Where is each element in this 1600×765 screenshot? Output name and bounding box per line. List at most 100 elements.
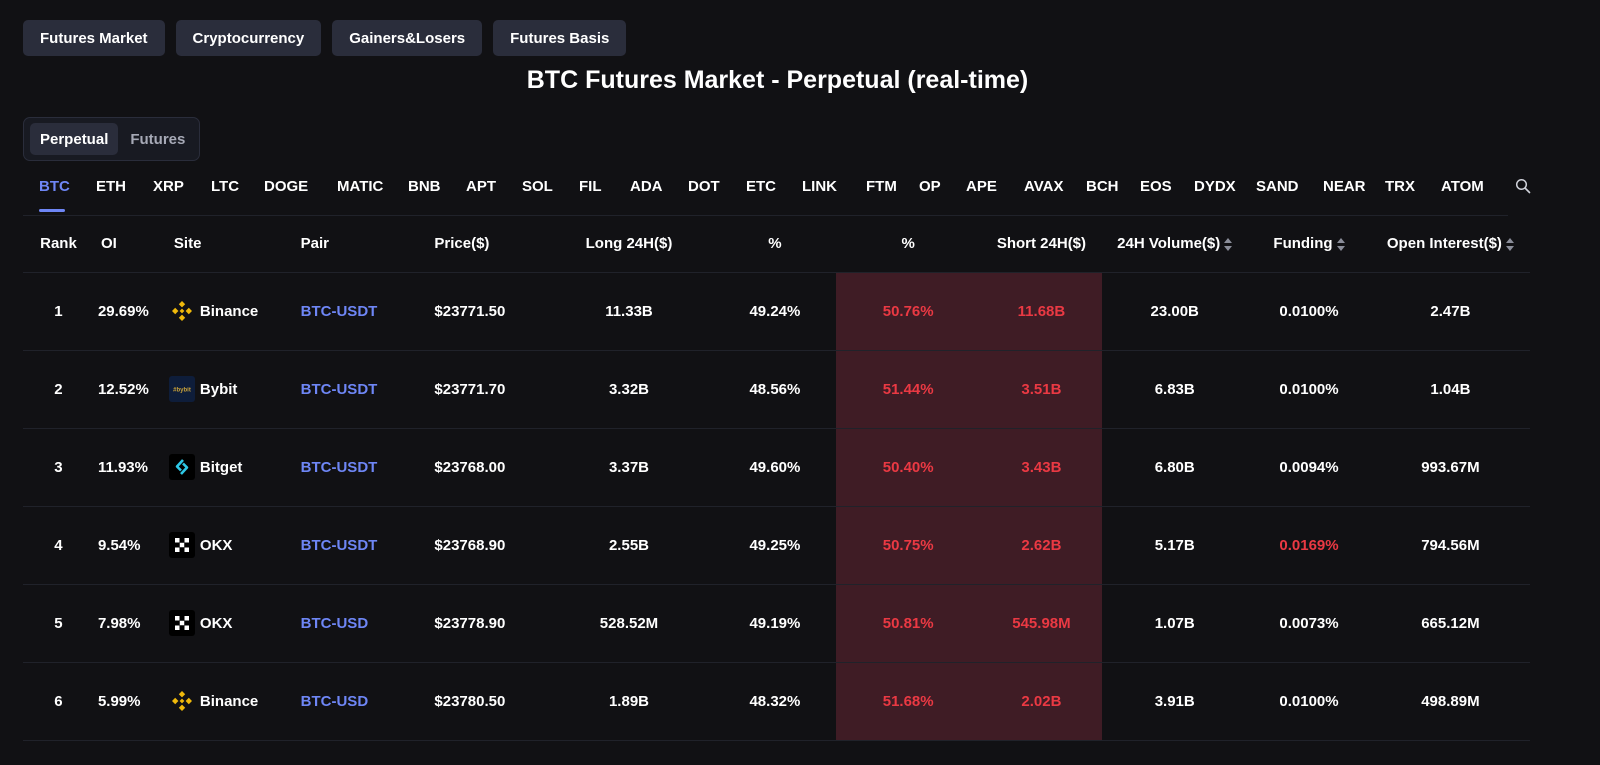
binance-logo-icon [169, 688, 195, 714]
open-interest-cell: 665.12M [1370, 584, 1530, 663]
table-row[interactable]: 6 5.99% Binance BTC-USD $23780.50 1.89B … [23, 662, 1530, 741]
coin-tab-fil[interactable]: FIL [579, 178, 602, 195]
site-cell[interactable]: OKX [168, 506, 301, 585]
coin-tab-btc[interactable]: BTC [23, 170, 96, 215]
coin-tab-trx[interactable]: TRX [1385, 178, 1415, 195]
coin-tab-dydx[interactable]: DYDX [1194, 178, 1236, 195]
coin-tab-op[interactable]: OP [919, 178, 941, 195]
price-cell: $23768.90 [432, 506, 544, 585]
coin-tab-avax[interactable]: AVAX [1024, 178, 1064, 195]
funding-cell: 0.0100% [1247, 272, 1371, 351]
coin-tab-near[interactable]: NEAR [1323, 178, 1366, 195]
price-cell: $23780.50 [432, 662, 544, 741]
coin-tab-apt[interactable]: APT [466, 178, 496, 195]
oi-share-cell: 12.52% [93, 350, 169, 429]
funding-cell: 0.0169% [1247, 506, 1371, 585]
col-open-interest[interactable]: Open Interest($) [1370, 216, 1530, 273]
nav-gainers-losers-button[interactable]: Gainers&Losers [332, 20, 483, 56]
long-pct-cell: 48.32% [714, 662, 836, 741]
coin-tab-ape[interactable]: APE [966, 178, 997, 195]
col-pair: Pair [300, 216, 433, 273]
open-interest-cell: 1.04B [1370, 350, 1530, 429]
table-row[interactable]: 4 9.54% OKX BTC-USDT $23768.90 2.55B 49.… [23, 506, 1530, 585]
site-cell[interactable]: Binance [168, 272, 301, 351]
coin-tab-link[interactable]: LINK [802, 178, 837, 195]
col-short-pct: % [835, 216, 981, 273]
table-row[interactable]: 3 11.93% Bitget BTC-USDT $23768.00 3.37B… [23, 428, 1530, 507]
table-row[interactable]: 1 29.69% Binance BTC-USDT $23771.50 11.3… [23, 272, 1530, 351]
nav-futures-market-button[interactable]: Futures Market [23, 20, 165, 56]
coin-tab-sol[interactable]: SOL [522, 178, 553, 195]
pair-link[interactable]: BTC-USD [300, 584, 433, 663]
short-24h-cell: 3.51B [980, 350, 1103, 429]
short-pct-cell: 50.81% [835, 584, 981, 663]
long-pct-cell: 48.56% [714, 350, 836, 429]
site-cell[interactable]: Binance [168, 662, 301, 741]
short-pct-cell: 50.40% [835, 428, 981, 507]
sort-icon[interactable] [1505, 237, 1514, 251]
rank-cell: 2 [23, 350, 94, 429]
pair-link[interactable]: BTC-USDT [300, 506, 433, 585]
sort-icon[interactable] [1336, 237, 1345, 251]
oi-share-cell: 5.99% [93, 662, 169, 741]
coin-tab-matic[interactable]: MATIC [337, 178, 384, 195]
long-24h-cell: 3.37B [543, 428, 715, 507]
rank-cell: 4 [23, 506, 94, 585]
rank-cell: 1 [23, 272, 94, 351]
coin-tab-doge[interactable]: DOGE [264, 178, 309, 195]
coin-tab-sand[interactable]: SAND [1256, 178, 1299, 195]
table-row[interactable]: 2 12.52% #bybit Bybit BTC-USDT $23771.70 … [23, 350, 1530, 429]
coin-tab-eth[interactable]: ETH [96, 178, 126, 195]
coin-tab-ada[interactable]: ADA [630, 178, 663, 195]
sort-icon[interactable] [1224, 237, 1233, 251]
pair-link[interactable]: BTC-USDT [300, 272, 433, 351]
coin-tab-ftm[interactable]: FTM [866, 178, 897, 195]
volume-cell: 5.17B [1102, 506, 1248, 585]
site-name: Bitget [199, 458, 243, 476]
nav-cryptocurrency-button[interactable]: Cryptocurrency [175, 20, 322, 56]
site-cell[interactable]: OKX [168, 584, 301, 663]
price-cell: $23768.00 [432, 428, 544, 507]
active-tab-indicator [39, 209, 65, 212]
pair-link[interactable]: BTC-USD [300, 662, 433, 741]
rank-cell: 3 [23, 428, 94, 507]
long-24h-cell: 1.89B [543, 662, 715, 741]
search-icon[interactable] [1515, 178, 1531, 194]
coin-tab-dot[interactable]: DOT [688, 178, 720, 195]
coin-tab-eos[interactable]: EOS [1140, 178, 1172, 195]
rank-cell: 5 [23, 584, 94, 663]
pair-link[interactable]: BTC-USDT [300, 350, 433, 429]
site-name: Binance [199, 302, 259, 320]
col-site: Site [168, 216, 301, 273]
site-name: Binance [199, 692, 259, 710]
coin-tab-atom[interactable]: ATOM [1441, 178, 1484, 195]
funding-cell: 0.0100% [1247, 350, 1371, 429]
price-cell: $23771.50 [432, 272, 544, 351]
coin-tab-bch[interactable]: BCH [1086, 178, 1119, 195]
nav-futures-basis-button[interactable]: Futures Basis [493, 20, 627, 56]
site-cell[interactable]: Bitget [168, 428, 301, 507]
site-cell[interactable]: #bybit Bybit [168, 350, 301, 429]
bybit-logo-icon: #bybit [168, 376, 195, 402]
col-24h-volume[interactable]: 24H Volume($) [1102, 216, 1248, 273]
coin-tab-ltc[interactable]: LTC [211, 178, 240, 195]
col-funding[interactable]: Funding [1247, 216, 1371, 273]
table-row[interactable]: 5 7.98% OKX BTC-USD $23778.90 528.52M 49… [23, 584, 1530, 663]
tab-perpetual[interactable]: Perpetual [30, 123, 119, 155]
short-24h-cell: 11.68B [980, 272, 1103, 351]
col-funding-label: Funding [1273, 235, 1333, 253]
long-pct-cell: 49.25% [714, 506, 836, 585]
tab-futures[interactable]: Futures [130, 130, 186, 148]
coin-tab-xrp[interactable]: XRP [153, 178, 184, 195]
coin-tab-etc[interactable]: ETC [746, 178, 776, 195]
long-24h-cell: 3.32B [543, 350, 715, 429]
pair-link[interactable]: BTC-USDT [300, 428, 433, 507]
price-cell: $23771.70 [432, 350, 544, 429]
coin-tab-bnb[interactable]: BNB [408, 178, 441, 195]
oi-share-cell: 7.98% [93, 584, 169, 663]
short-pct-cell: 51.68% [835, 662, 981, 741]
funding-cell: 0.0094% [1247, 428, 1371, 507]
short-pct-cell: 50.76% [835, 272, 981, 351]
long-24h-cell: 2.55B [543, 506, 715, 585]
long-24h-cell: 528.52M [543, 584, 715, 663]
